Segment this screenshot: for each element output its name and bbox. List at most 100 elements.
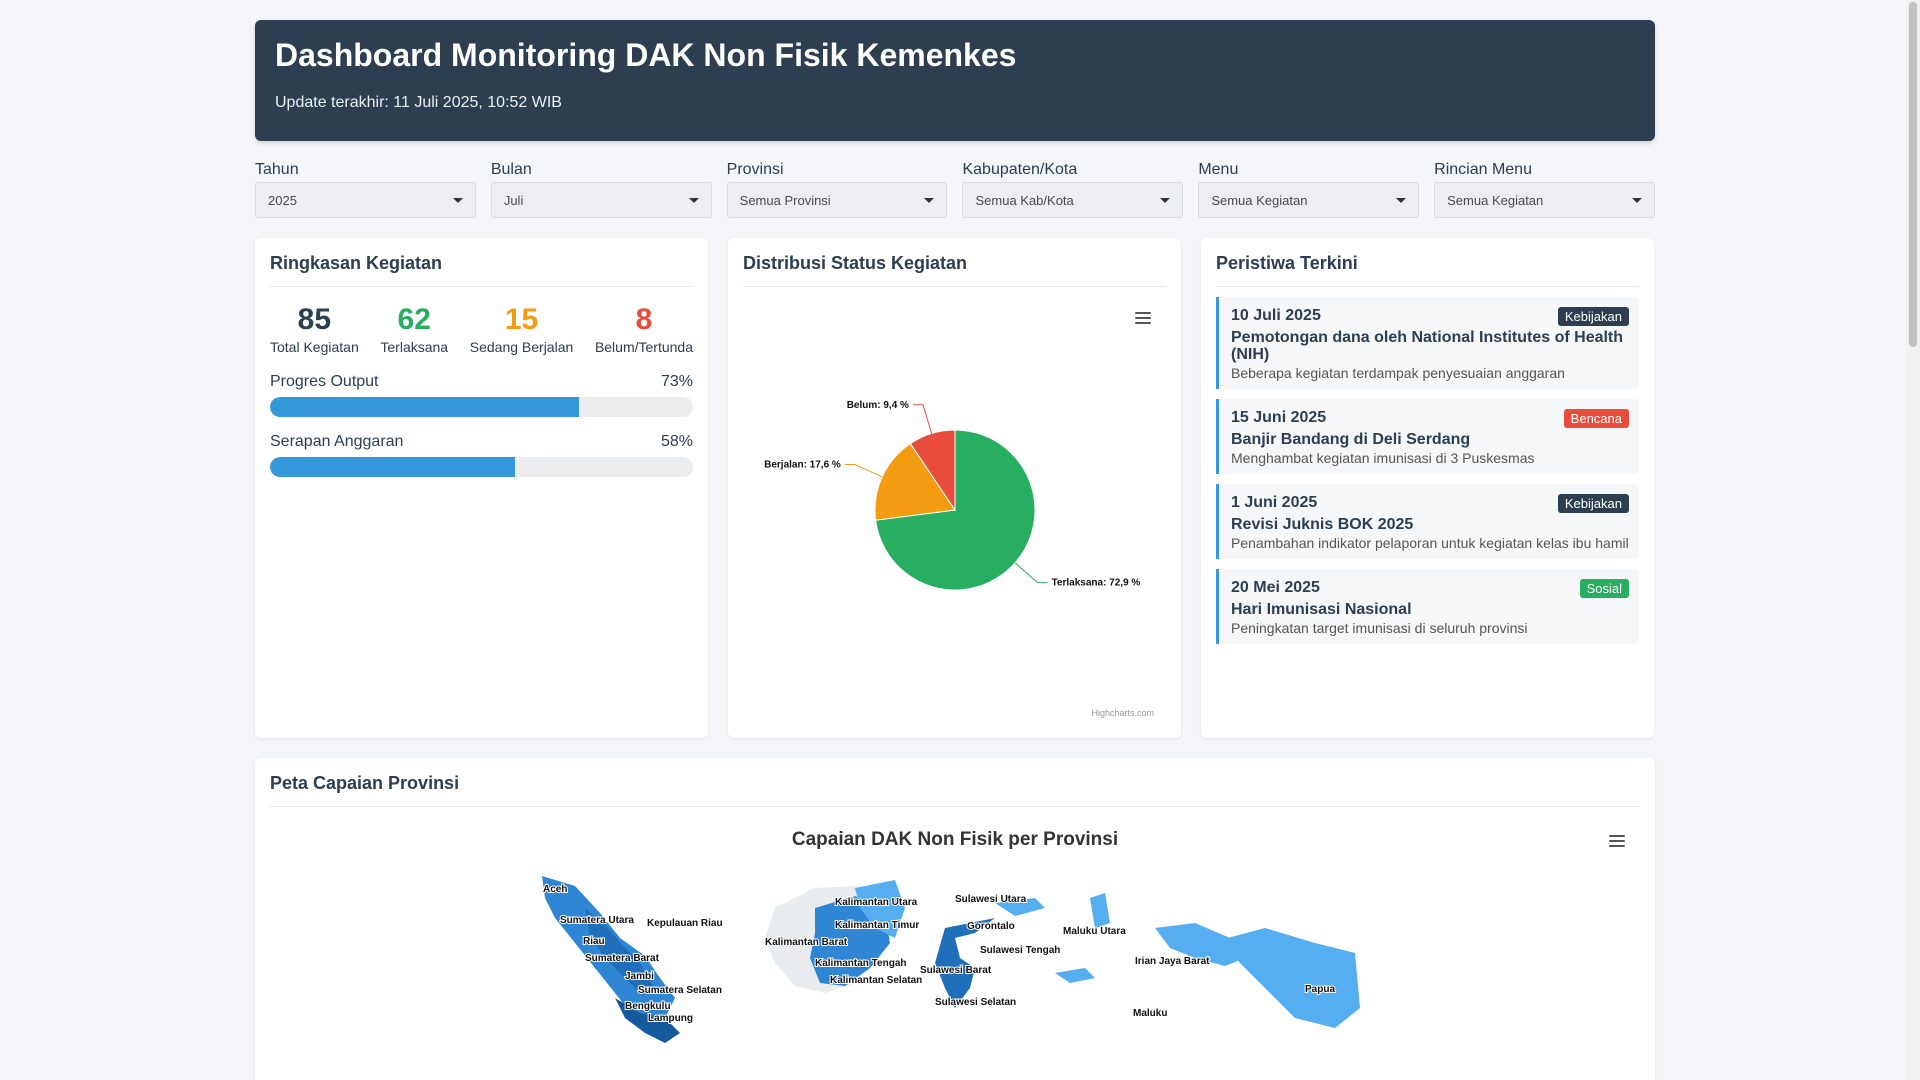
map-chart-title: Capaian DAK Non Fisik per Provinsi (791, 829, 1119, 850)
chart-menu-icon[interactable] (1135, 312, 1151, 327)
rincian-menu-select[interactable]: Semua Kegiatan (1434, 182, 1655, 218)
progress-fill (270, 397, 579, 417)
select-value: Juli (503, 192, 524, 208)
map-region-sumatra-inner[interactable] (585, 908, 653, 996)
stat-value: 85 (297, 303, 332, 336)
map-label: Kepulauan Riau (647, 918, 723, 929)
progress-track (270, 457, 693, 477)
event-item: 10 Juli 2025 Kebijakan Pemotongan dana o… (1216, 297, 1639, 389)
scrollbar[interactable] (1906, 0, 1920, 1080)
chevron-down-icon (452, 197, 463, 203)
map-region-maluku[interactable] (1055, 968, 1095, 983)
map-label: Papua (1305, 984, 1335, 995)
map-label: Sulawesi Selatan (935, 997, 1016, 1008)
pie-connector (844, 464, 883, 478)
chevron-down-icon (924, 197, 935, 203)
stat-value: 8 (635, 303, 653, 336)
card-title: Distribusi Status Kegiatan (743, 253, 1166, 287)
events-card: Peristiwa Terkini 10 Juli 2025 Kebijakan… (1201, 238, 1654, 738)
event-badge: Kebijakan (1557, 307, 1629, 326)
filter-bulan: Bulan Juli (490, 161, 712, 218)
event-title: Pemotongan dana oleh National Institutes… (1231, 329, 1624, 363)
map-label: Maluku Utara (1063, 926, 1126, 937)
progress-percent: 58% (660, 433, 693, 450)
pie-data-label: Terlaksana: 72,9 % (1052, 578, 1141, 589)
pie-slice-belum[interactable] (909, 429, 956, 512)
scrollbar-thumb[interactable] (1909, 2, 1917, 347)
chevron-down-icon (1631, 197, 1642, 203)
filter-label: Rincian Menu (1434, 161, 1532, 178)
event-item: 1 Juni 2025 Kebijakan Revisi Juknis BOK … (1216, 484, 1639, 559)
filter-bar: Tahun 2025 Bulan Juli Provinsi Semua Pro… (255, 161, 1655, 218)
pie-data-label: Belum: 9,4 % (847, 400, 909, 411)
map-label: Jambi (625, 971, 654, 982)
card-title: Peta Capaian Provinsi (270, 773, 1640, 807)
map-label: Aceh (543, 884, 567, 895)
map-label: Gorontalo (967, 921, 1015, 932)
filter-label: Provinsi (726, 161, 784, 178)
province-map: Aceh Sumatera Utara Riau Kepulauan Riau Suma… (542, 876, 1360, 1043)
pie-slice-berjalan[interactable] (874, 442, 956, 521)
progress-label: Progres Output (270, 373, 379, 390)
stat-value: 62 (397, 303, 431, 336)
pie-connector (912, 404, 933, 434)
pie-data-label: Berjalan: 17,6 % (764, 460, 841, 471)
page-header: Dashboard Monitoring DAK Non Fisik Kemen… (255, 20, 1655, 141)
filter-label: Menu (1198, 161, 1239, 178)
cards-row: Ringkasan Kegiatan 85 Total Kegiatan 62 … (255, 238, 1655, 738)
stat-total: 85 Total Kegiatan (270, 303, 359, 355)
map-region-maluku-utara[interactable] (1090, 893, 1110, 928)
event-desc: Peningkatan target imunisasi di seluruh … (1231, 620, 1528, 636)
map-region-sumatera-selatan[interactable] (615, 998, 680, 1043)
map-label: Kalimantan Barat (765, 937, 848, 948)
progress-percent: 73% (660, 373, 693, 390)
progress-anggaran: Serapan Anggaran 58% (270, 433, 693, 477)
select-value: Semua Kegiatan (1211, 192, 1308, 208)
map-region-kalimantan-timur[interactable] (855, 880, 905, 938)
event-badge: Sosial (1579, 579, 1629, 598)
stat-label: Sedang Berjalan (469, 339, 574, 355)
map-menu-icon[interactable] (1609, 835, 1625, 850)
map-region-irian-jaya-barat[interactable] (1155, 923, 1245, 966)
event-desc: Beberapa kegiatan terdampak penyesuaian … (1231, 365, 1565, 381)
map-region-sulawesi-utara[interactable] (995, 898, 1045, 916)
select-value: Semua Provinsi (739, 192, 831, 208)
status-chart-card: Distribusi Status Kegiatan Terlaksana: 7… (728, 238, 1181, 738)
event-badge: Bencana (1563, 409, 1629, 428)
stat-belum: 8 Belum/Tertunda (595, 303, 693, 355)
map-label: Riau (583, 936, 605, 947)
card-title: Peristiwa Terkini (1216, 253, 1639, 287)
map-label: Sulawesi Utara (955, 894, 1027, 905)
filter-label: Kabupaten/Kota (962, 161, 1078, 178)
event-date: 10 Juli 2025 (1231, 307, 1321, 324)
last-updated: Update terakhir: 11 Juli 2025, 10:52 WIB (275, 94, 562, 111)
filter-rincian-menu: Rincian Menu Semua Kegiatan (1434, 161, 1655, 218)
chart-credit: Highcharts.com (1091, 708, 1154, 718)
filter-tahun: Tahun 2025 (255, 161, 476, 218)
progress-label: Serapan Anggaran (270, 433, 404, 450)
stat-label: Total Kegiatan (270, 339, 359, 355)
menu-select[interactable]: Semua Kegiatan (1198, 182, 1420, 218)
map-label: Sulawesi Barat (920, 965, 992, 976)
chevron-down-icon (1396, 197, 1407, 203)
tahun-select[interactable]: 2025 (255, 182, 476, 218)
chevron-down-icon (1160, 197, 1171, 203)
map-label: Bengkulu (625, 1001, 671, 1012)
filter-kabkota: Kabupaten/Kota Semua Kab/Kota (962, 161, 1184, 218)
provinsi-select[interactable]: Semua Provinsi (726, 182, 948, 218)
card-title: Ringkasan Kegiatan (270, 253, 693, 287)
map-label: Lampung (648, 1013, 693, 1024)
map-region-sulawesi[interactable] (935, 918, 995, 1008)
bulan-select[interactable]: Juli (490, 182, 712, 218)
stat-terlaksana: 62 Terlaksana (380, 303, 448, 355)
map-label: Kalimantan Utara (835, 897, 918, 908)
event-item: 15 Juni 2025 Bencana Banjir Bandang di D… (1216, 399, 1639, 474)
map-region-papua[interactable] (1220, 928, 1360, 1028)
map-label: Sumatera Selatan (638, 985, 722, 996)
select-value: Semua Kab/Kota (975, 192, 1074, 208)
event-desc: Menghambat kegiatan imunisasi di 3 Puske… (1231, 450, 1535, 466)
map-label: Kalimantan Tengah (815, 958, 907, 969)
chevron-down-icon (688, 197, 699, 203)
map-label: Kalimantan Timur (835, 920, 919, 931)
kabkota-select[interactable]: Semua Kab/Kota (962, 182, 1184, 218)
